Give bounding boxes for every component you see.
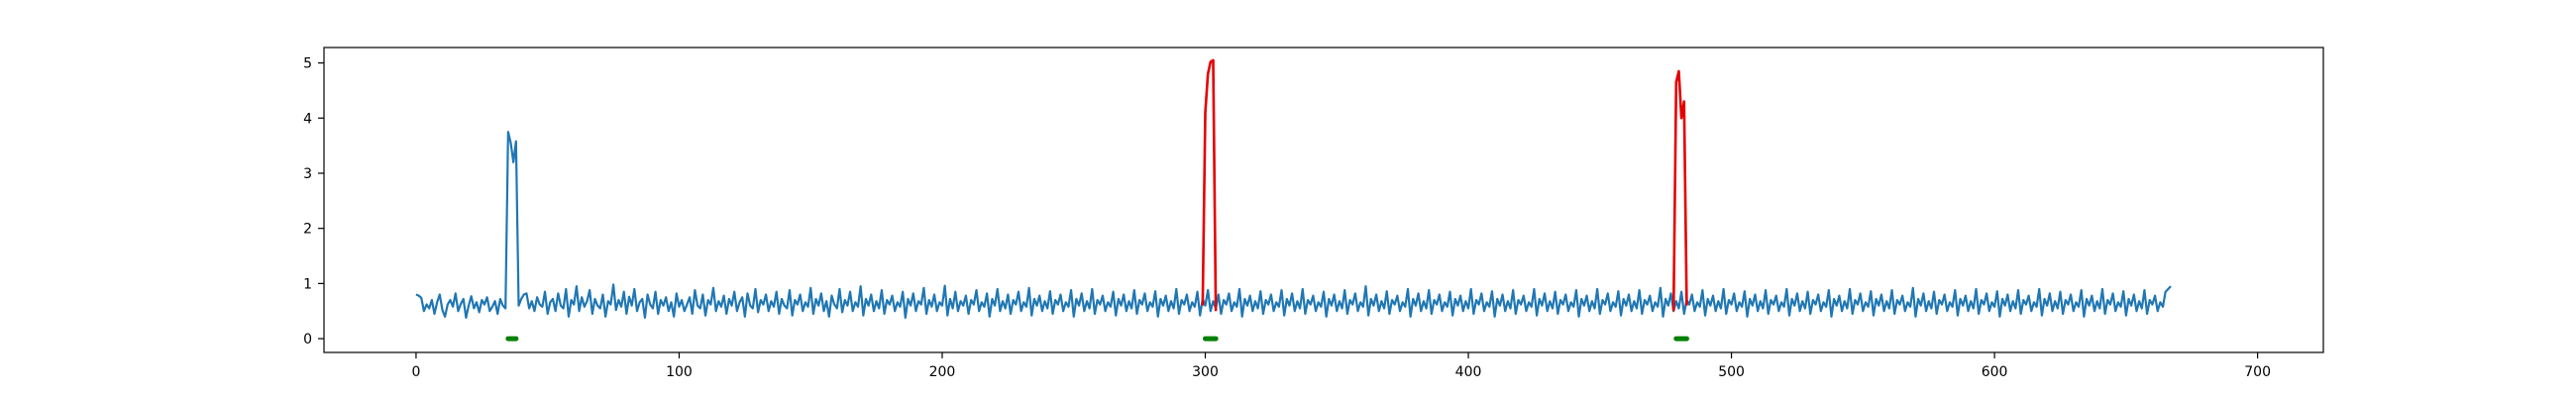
x-tick-label: 700 (2244, 364, 2271, 380)
axes-frame (323, 47, 2324, 353)
signal-line (415, 131, 2172, 320)
y-tick-label: 2 (303, 222, 312, 238)
y-tick-label: 1 (303, 276, 312, 292)
y-axis: 0 1 2 3 4 5 (303, 56, 324, 347)
x-tick-label: 100 (666, 364, 693, 380)
plot-area (415, 58, 2172, 342)
y-tick-label: 5 (303, 56, 312, 72)
x-tick-label: 400 (1455, 364, 1482, 380)
y-tick-label: 4 (303, 111, 312, 127)
x-axis: 0 100 200 300 400 500 600 700 (411, 352, 2271, 380)
anomaly-line-1 (1201, 58, 1218, 312)
x-tick-label: 300 (1192, 364, 1219, 380)
y-tick-label: 3 (303, 166, 312, 182)
x-tick-label: 0 (411, 364, 420, 380)
x-tick-label: 600 (1982, 364, 2008, 380)
x-tick-label: 200 (929, 364, 956, 380)
y-tick-label: 0 (303, 332, 312, 347)
anomaly-line-2 (1671, 69, 1688, 312)
x-tick-label: 500 (1718, 364, 1745, 380)
